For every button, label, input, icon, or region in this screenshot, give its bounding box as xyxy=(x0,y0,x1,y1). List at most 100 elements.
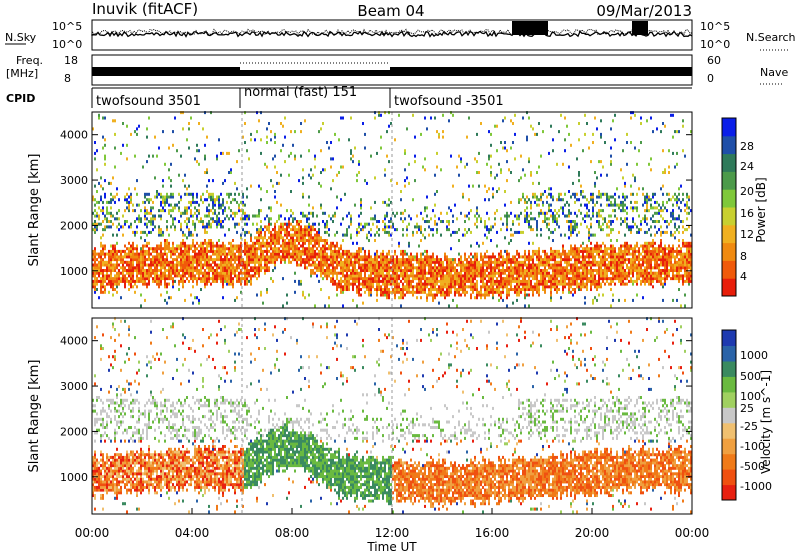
power-cell xyxy=(286,249,288,253)
power-cell xyxy=(374,279,376,283)
power-cell xyxy=(356,274,358,278)
power-cell xyxy=(366,255,368,259)
power-cell xyxy=(594,274,596,278)
power-cell xyxy=(132,203,134,207)
power-cell xyxy=(412,269,414,273)
power-cell xyxy=(186,225,188,229)
power-cell xyxy=(152,258,154,262)
power-cell xyxy=(464,288,466,292)
power-cell xyxy=(538,290,540,294)
power-cell xyxy=(324,274,326,278)
power-cell xyxy=(476,206,478,210)
power-cell xyxy=(524,249,526,253)
power-cell xyxy=(458,260,460,264)
power-cell xyxy=(526,138,528,142)
power-cell xyxy=(156,244,158,248)
power-cell xyxy=(244,274,246,278)
power-cell xyxy=(550,195,552,199)
power-cell xyxy=(488,187,490,191)
power-cell xyxy=(502,269,504,273)
power-cell xyxy=(388,271,390,275)
power-cell xyxy=(364,274,366,278)
power-cell xyxy=(336,288,338,292)
power-cell xyxy=(574,225,576,229)
power-cell xyxy=(168,269,170,273)
power-cell xyxy=(324,249,326,253)
power-cell xyxy=(100,263,102,267)
power-cell xyxy=(524,288,526,292)
power-cell xyxy=(594,116,596,120)
power-cell xyxy=(584,195,586,199)
power-cell xyxy=(152,206,154,210)
power-cell xyxy=(360,255,362,259)
power-cell xyxy=(358,260,360,264)
power-cell xyxy=(424,285,426,289)
power-cell xyxy=(524,271,526,275)
power-cell xyxy=(592,274,594,278)
power-cell xyxy=(346,252,348,256)
power-cell xyxy=(92,279,94,283)
power-cell xyxy=(368,255,370,259)
power-cell xyxy=(330,258,332,262)
power-cell xyxy=(540,260,542,264)
power-cell xyxy=(414,285,416,289)
power-cell xyxy=(262,266,264,270)
power-cell xyxy=(504,285,506,289)
power-cell xyxy=(576,282,578,286)
power-cell xyxy=(170,162,172,166)
power-cell xyxy=(174,228,176,232)
power-cell xyxy=(208,274,210,278)
power-cell xyxy=(476,225,478,229)
power-cell xyxy=(370,288,372,292)
power-cell xyxy=(510,266,512,270)
power-cell xyxy=(480,296,482,300)
power-cell xyxy=(476,171,478,175)
power-cell xyxy=(260,209,262,213)
power-cell xyxy=(592,263,594,267)
power-cell xyxy=(106,282,108,286)
power-cell xyxy=(474,258,476,262)
power-cell xyxy=(270,209,272,213)
power-cell xyxy=(326,274,328,278)
power-cell xyxy=(390,274,392,278)
power-cell xyxy=(506,255,508,259)
power-cell xyxy=(284,255,286,259)
power-cell xyxy=(92,271,94,275)
power-cell xyxy=(108,260,110,264)
power-cell xyxy=(92,127,94,131)
power-cell xyxy=(228,195,230,199)
power-cell xyxy=(192,301,194,305)
power-cell xyxy=(262,258,264,262)
power-cell xyxy=(110,214,112,218)
power-cell xyxy=(96,266,98,270)
power-cell xyxy=(164,277,166,281)
power-cell xyxy=(576,233,578,237)
power-cell xyxy=(376,258,378,262)
power-cell xyxy=(100,195,102,199)
power-cell xyxy=(476,217,478,221)
power-cell xyxy=(570,143,572,147)
power-cell xyxy=(512,301,514,305)
power-cell xyxy=(376,220,378,224)
power-cell xyxy=(188,258,190,262)
power-cell xyxy=(474,288,476,292)
power-cell xyxy=(568,249,570,253)
power-cell xyxy=(236,187,238,191)
power-cell xyxy=(602,277,604,281)
power-cell xyxy=(94,290,96,294)
power-cell xyxy=(574,288,576,292)
power-cell xyxy=(292,228,294,232)
power-cell xyxy=(476,252,478,256)
power-cell xyxy=(204,239,206,243)
power-cell xyxy=(366,181,368,185)
power-cell xyxy=(164,260,166,264)
power-cell xyxy=(148,282,150,286)
power-cell xyxy=(516,279,518,283)
power-cell xyxy=(404,279,406,283)
power-cell xyxy=(246,214,248,218)
power-cell xyxy=(140,255,142,259)
power-cell xyxy=(178,209,180,213)
power-cell xyxy=(218,217,220,221)
power-cell xyxy=(516,274,518,278)
power-cell xyxy=(408,269,410,273)
